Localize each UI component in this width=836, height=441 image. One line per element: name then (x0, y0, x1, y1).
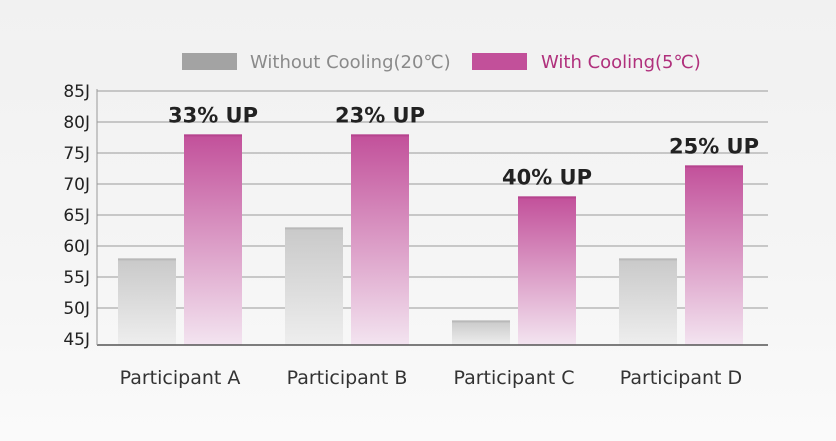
legend-swatch-with-cooling (472, 53, 527, 70)
bar-top-edge (518, 196, 576, 199)
y-tick-label: 85J (63, 82, 90, 102)
bar-with-cooling-4 (685, 165, 743, 345)
bar-with-cooling-2 (351, 134, 409, 345)
increase-label: 40% UP (502, 165, 592, 189)
increase-label: 23% UP (335, 103, 425, 127)
bar-top-edge (285, 227, 343, 230)
bar-without-cooling-1 (118, 258, 176, 345)
bar-without-cooling-2 (285, 227, 343, 345)
bar-top-edge (184, 134, 242, 137)
y-tick-label: 75J (63, 144, 90, 164)
bar-top-edge (351, 134, 409, 137)
y-tick-label: 45J (63, 330, 90, 350)
x-category-label: Participant C (453, 367, 574, 389)
y-tick-label: 55J (63, 268, 90, 288)
y-tick-label: 65J (63, 206, 90, 226)
legend-swatch-without-cooling (182, 53, 237, 70)
bars (118, 134, 743, 345)
bar-without-cooling-3 (452, 320, 510, 345)
bar-top-edge (619, 258, 677, 261)
y-tick-label: 80J (63, 113, 90, 133)
bar-without-cooling-4 (619, 258, 677, 345)
legend: Without Cooling(20℃) With Cooling(5℃) (182, 52, 701, 73)
x-category-label: Participant A (120, 367, 241, 389)
bar-top-edge (685, 165, 743, 168)
y-tick-label: 70J (63, 175, 90, 195)
x-axis-labels: Participant A Participant B Participant C P… (120, 367, 743, 389)
increase-label: 33% UP (168, 103, 258, 127)
y-tick-label: 50J (63, 299, 90, 319)
bar-top-edge (118, 258, 176, 261)
increase-label: 25% UP (669, 134, 759, 158)
legend-label-without-cooling: Without Cooling(20℃) (250, 52, 451, 73)
bar-with-cooling-1 (184, 134, 242, 345)
y-tick-label: 60J (63, 237, 90, 257)
bar-top-edge (452, 320, 510, 323)
x-category-label: Participant D (620, 367, 742, 389)
legend-label-with-cooling: With Cooling(5℃) (541, 52, 701, 73)
y-axis-labels: 45J 50J 55J 60J 65J 70J 75J 80J 85J (63, 82, 90, 350)
increase-labels: 33% UP 23% UP 40% UP 25% UP (168, 103, 759, 189)
x-category-label: Participant B (287, 367, 408, 389)
bar-with-cooling-3 (518, 196, 576, 345)
